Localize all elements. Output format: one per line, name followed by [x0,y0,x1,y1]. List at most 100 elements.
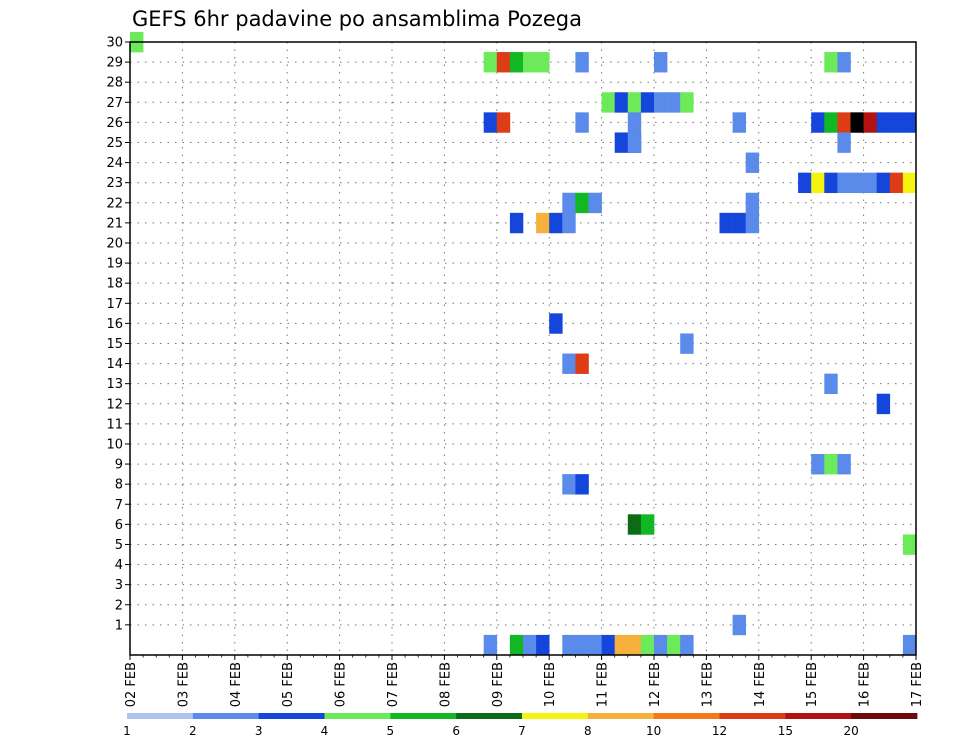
x-tick-label: 09 FEB [491,662,506,707]
heatmap-cell [496,112,511,133]
y-tick-label: 16 [106,317,123,332]
legend-swatch [719,713,786,719]
heatmap-cell [536,212,550,234]
heatmap-cell [614,132,629,153]
heatmap-cell [902,172,917,194]
heatmap-cell [575,634,589,656]
y-tick-label: 9 [115,458,123,473]
x-tick-label: 03 FEB [176,662,191,707]
heatmap-cell [575,192,589,214]
heatmap-cell [876,112,891,133]
chart-title: GEFS 6hr padavine po ansamblima Pozega [132,7,582,31]
heatmap-cell [549,313,563,334]
heatmap-cell [811,112,825,133]
heatmap-cell [640,634,655,656]
heatmap-cell [889,112,904,133]
heatmap-cell [824,52,838,73]
heatmap-cell [575,474,589,495]
x-tick-label: 17 FEB [910,662,925,707]
heatmap-cell [837,112,851,133]
heatmap-cell [523,634,537,656]
legend-label: 4 [321,724,329,738]
heatmap-cell [798,172,812,194]
x-tick-label: 05 FEB [281,662,296,707]
heatmap-cell [824,112,838,133]
heatmap-cell [627,132,642,153]
y-tick-label: 29 [106,56,123,71]
heatmap-cell [614,634,629,656]
y-tick-label: 12 [106,397,123,412]
heatmap-cell [837,52,851,73]
y-tick-label: 27 [106,96,123,111]
heatmap-cell [811,454,825,475]
heatmap-cell [667,634,681,656]
legend-swatch [785,713,852,719]
heatmap-cell [837,132,851,153]
y-tick-label: 22 [106,196,123,211]
heatmap-cell [562,212,576,234]
heatmap-cell [483,52,498,73]
y-tick-label: 15 [106,337,123,352]
y-tick-label: 23 [106,176,123,191]
y-tick-label: 13 [106,377,123,392]
x-tick-label: 10 FEB [543,662,558,707]
legend-label: 10 [646,724,661,738]
y-tick-label: 8 [115,478,123,493]
x-tick-label: 15 FEB [805,662,820,707]
x-tick-label: 12 FEB [648,662,663,707]
heatmap-cell [654,52,668,73]
heatmap-cell [640,92,655,113]
y-tick-label: 30 [106,36,123,51]
heatmap-cell [588,192,602,214]
legend-label: 2 [189,724,197,738]
heatmap-cell [562,353,576,374]
heatmap-cell [837,454,851,475]
heatmap-cell [483,634,498,656]
legend-swatch [390,713,457,719]
y-tick-label: 4 [115,558,123,573]
legend-swatch [192,713,260,719]
heatmap-cell [575,52,589,73]
x-tick-label: 14 FEB [753,662,768,707]
heatmap-cell [640,514,655,535]
legend-label: 6 [452,724,460,738]
x-tick-label: 08 FEB [438,662,453,707]
legend-swatch [127,713,194,719]
heatmap-cell [509,634,524,656]
heatmap-cell [732,614,746,636]
heatmap-cell [902,534,917,555]
y-tick-label: 17 [106,297,123,312]
heatmap-cell [562,634,576,656]
heatmap-cell [667,92,681,113]
heatmap-cell [745,212,760,234]
heatmap-cell [824,454,838,475]
y-tick-label: 3 [115,578,123,593]
heatmap-cell [575,353,589,374]
heatmap-cell [876,393,891,415]
heatmap-cell [902,112,917,133]
legend-swatch [522,713,589,719]
heatmap-cell [627,112,642,133]
heatmap-cell [483,112,498,133]
y-tick-label: 7 [115,498,123,513]
legend-label: 8 [584,724,592,738]
heatmap-cell [588,634,602,656]
y-tick-label: 24 [106,156,123,171]
heatmap-cell [745,152,760,173]
x-tick-label: 06 FEB [334,662,349,707]
plot-frame [129,41,917,656]
heatmap-cell [732,112,746,133]
heatmap-cell [627,92,642,113]
y-tick-label: 26 [106,116,123,131]
heatmap-cell [680,333,694,354]
heatmap-cell [496,52,511,73]
heatmap-cell [863,112,877,133]
heatmap-cell [601,92,615,113]
grid-lines [130,41,916,655]
heatmap-cell [902,634,917,656]
heatmap-cell [627,514,642,535]
x-tick-label: 16 FEB [858,662,873,707]
legend-swatch [456,713,523,719]
heatmap-cell [863,172,877,194]
